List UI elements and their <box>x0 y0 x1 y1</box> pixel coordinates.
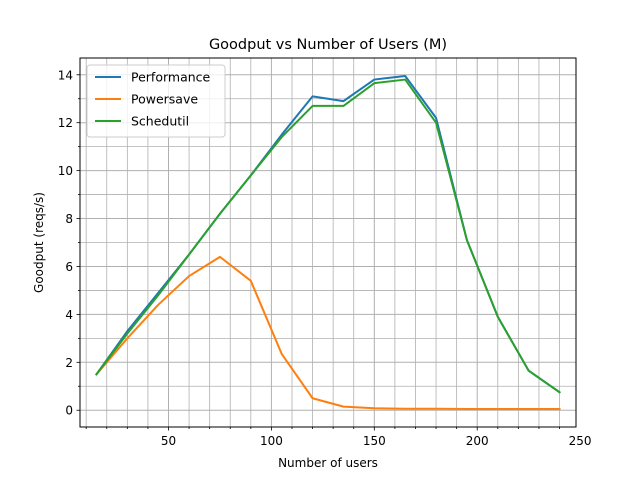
y-tick-label: 8 <box>65 212 73 226</box>
legend-label-powersave: Powersave <box>131 92 198 107</box>
y-tick-label: 0 <box>65 404 73 418</box>
legend: Performance Powersave Schedutil <box>86 64 226 138</box>
x-tick-label: 150 <box>363 434 386 448</box>
x-tick-label: 200 <box>466 434 489 448</box>
legend-label-performance: Performance <box>131 70 211 85</box>
legend-label-schedutil: Schedutil <box>131 114 189 129</box>
chart-title: Goodput vs Number of Users (M) <box>209 37 447 53</box>
series-lines <box>95 74 561 411</box>
legend-box <box>86 64 226 138</box>
y-axis-label: Goodput (reqs/s) <box>32 192 46 293</box>
x-tick-label: 250 <box>569 434 592 448</box>
y-tick-label: 14 <box>58 68 73 82</box>
y-tick-label: 12 <box>58 116 73 130</box>
y-tick-label: 10 <box>58 164 73 178</box>
x-tick-label: 100 <box>260 434 283 448</box>
x-axis-label: Number of users <box>278 456 378 470</box>
y-tick-label: 6 <box>65 260 73 274</box>
x-tick-label: 50 <box>161 434 176 448</box>
series-line-powersave <box>95 255 561 411</box>
y-tick-label: 4 <box>65 308 73 322</box>
axis-ticks: 50 100 150 200 250 0 2 4 6 8 10 12 14 <box>58 68 592 448</box>
series-line-schedutil <box>95 78 561 394</box>
y-tick-label: 2 <box>65 356 73 370</box>
